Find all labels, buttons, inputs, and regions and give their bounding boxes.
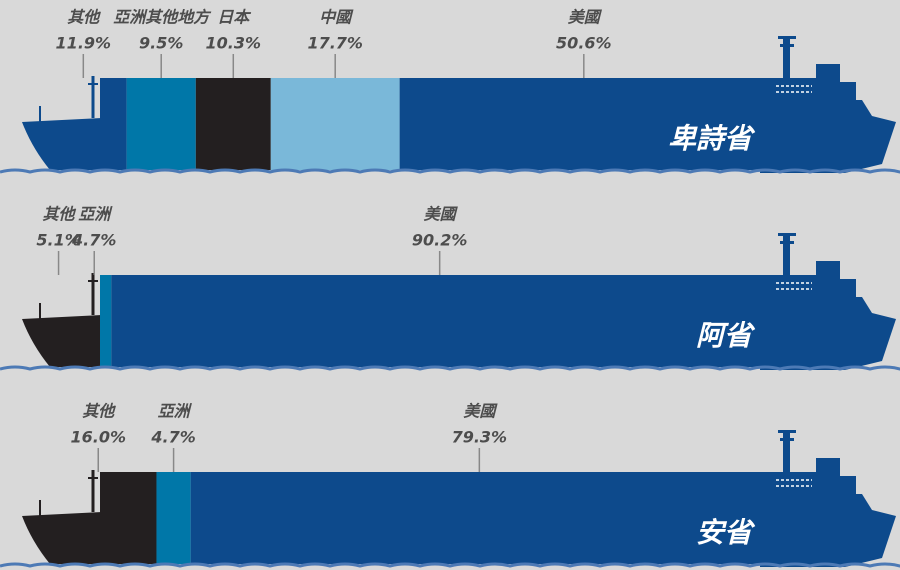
- bow: [22, 118, 102, 170]
- category-label: 亞洲: [78, 205, 113, 224]
- stern-hull: [760, 100, 896, 173]
- stern-hull: [760, 494, 896, 567]
- category-label: 美國: [424, 205, 459, 224]
- value-label: 5.1%: [36, 231, 80, 250]
- segment: [100, 472, 157, 564]
- segment: [126, 78, 196, 170]
- value-label: 4.7%: [150, 428, 195, 447]
- value-label: 4.7%: [71, 231, 116, 250]
- superstructure: [816, 458, 840, 496]
- segment: [399, 78, 768, 170]
- category-label: 亞洲其他地方: [113, 8, 212, 27]
- segment: [190, 472, 769, 564]
- category-label: 其他: [67, 8, 101, 27]
- category-label: 美國: [463, 402, 498, 421]
- segment: [156, 472, 191, 564]
- bow: [22, 512, 102, 564]
- segment: [100, 275, 112, 367]
- ship: 其他 16.0% 亞洲 4.7% 美國 79.3% 安省: [0, 402, 900, 568]
- value-label: 17.7%: [307, 34, 363, 53]
- water: [0, 168, 900, 174]
- province-label: 阿省: [696, 319, 756, 352]
- superstructure: [816, 261, 840, 299]
- value-label: 79.3%: [452, 428, 508, 447]
- value-label: 9.5%: [139, 34, 183, 53]
- province-label: 卑詩省: [668, 122, 756, 155]
- superstructure: [768, 78, 816, 102]
- value-label: 10.3%: [206, 34, 262, 53]
- tower: [783, 430, 790, 474]
- segment: [270, 78, 400, 170]
- stern-hull: [760, 297, 896, 370]
- water: [0, 365, 900, 371]
- segment: [111, 275, 769, 367]
- category-label: 中國: [319, 8, 354, 27]
- value-label: 11.9%: [56, 34, 112, 53]
- value-label: 16.0%: [70, 428, 126, 447]
- superstructure: [816, 64, 840, 102]
- category-label: 日本: [217, 8, 251, 27]
- tower-bar: [778, 430, 796, 433]
- tower-bar: [780, 241, 794, 244]
- value-label: 50.6%: [556, 34, 612, 53]
- tower: [783, 36, 790, 80]
- category-label: 亞洲: [158, 402, 193, 421]
- segment: [195, 78, 271, 170]
- value-label: 90.2%: [412, 231, 468, 250]
- tower-bar: [780, 44, 794, 47]
- category-label: 其他: [82, 402, 116, 421]
- bow: [22, 315, 102, 367]
- water: [0, 562, 900, 568]
- superstructure: [768, 472, 816, 496]
- superstructure: [840, 476, 856, 496]
- province-label: 安省: [696, 516, 756, 549]
- tower-bar: [778, 36, 796, 39]
- superstructure: [768, 275, 816, 299]
- tower-bar: [778, 233, 796, 236]
- category-label: 其他: [43, 205, 77, 224]
- ship: 其他 11.9%亞洲其他地方 9.5% 日本 10.3% 中國 17.7% 美國 50.6% 卑詩…: [0, 8, 900, 174]
- superstructure: [840, 279, 856, 299]
- ship: 其他 5.1% 亞洲 4.7% 美國 90.2% 阿省: [0, 205, 900, 371]
- tower-bar: [780, 438, 794, 441]
- tower: [783, 233, 790, 277]
- category-label: 美國: [568, 8, 603, 27]
- superstructure: [840, 82, 856, 102]
- segment: [100, 78, 127, 170]
